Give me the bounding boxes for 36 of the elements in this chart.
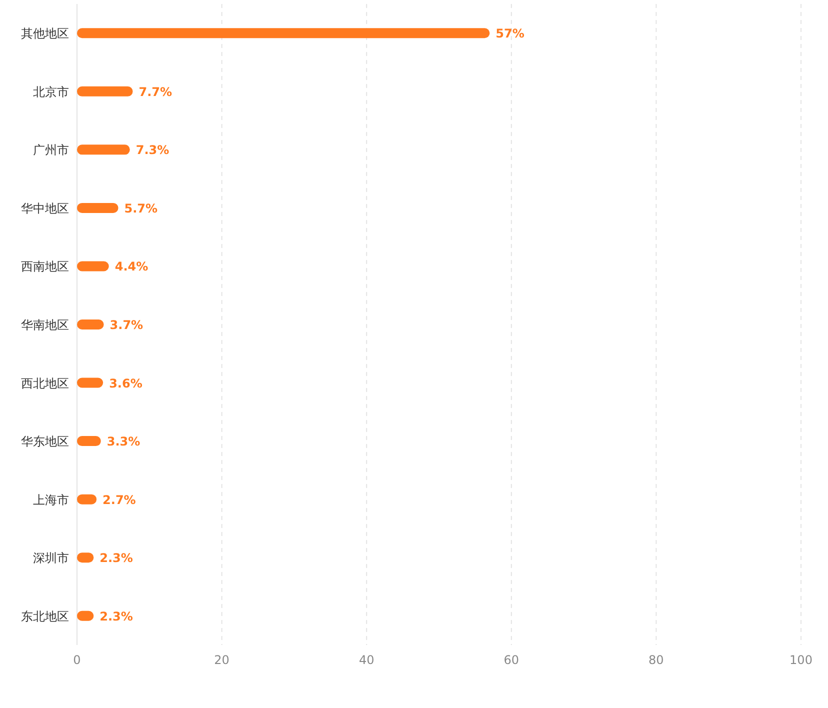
bar xyxy=(77,202,118,213)
data-label: 7.3% xyxy=(136,143,170,158)
data-label: 3.3% xyxy=(106,434,140,449)
data-label: 2.3% xyxy=(100,609,133,624)
y-tick-label: 华南地区 xyxy=(21,318,69,332)
data-label: 2.7% xyxy=(102,492,136,507)
y-tick-label: 广州市 xyxy=(33,143,69,158)
y-tick-label: 其他地区 xyxy=(21,26,69,41)
y-tick-label: 东北地区 xyxy=(21,609,69,624)
x-tick-label: 0 xyxy=(73,653,81,667)
data-label: 3.6% xyxy=(109,376,142,390)
x-tick-label: 20 xyxy=(214,653,230,667)
y-tick-label: 西南地区 xyxy=(21,260,69,274)
y-tick-label: 华东地区 xyxy=(21,434,69,449)
bar xyxy=(77,320,104,330)
data-label: 57% xyxy=(496,26,524,41)
bar xyxy=(77,86,133,96)
x-tick-label: 40 xyxy=(358,653,374,667)
y-tick-label: 华中地区 xyxy=(21,201,69,216)
x-tick-label: 80 xyxy=(648,653,664,667)
data-label: 2.3% xyxy=(100,551,133,566)
x-tick-label: 100 xyxy=(790,653,812,667)
bar xyxy=(77,378,104,388)
y-tick-label: 深圳市 xyxy=(33,551,69,566)
bar xyxy=(77,436,101,446)
data-label: 3.7% xyxy=(110,318,144,332)
y-tick-label: 西北地区 xyxy=(21,376,69,390)
x-tick-label: 60 xyxy=(504,653,520,667)
y-tick-label: 上海市 xyxy=(33,492,69,507)
bar xyxy=(77,144,130,155)
bar xyxy=(77,261,109,272)
bar xyxy=(77,28,490,38)
data-label: 5.7% xyxy=(124,201,158,216)
data-label: 7.7% xyxy=(138,84,172,99)
y-tick-label: 北京市 xyxy=(33,84,69,99)
data-label: 4.4% xyxy=(114,260,148,274)
